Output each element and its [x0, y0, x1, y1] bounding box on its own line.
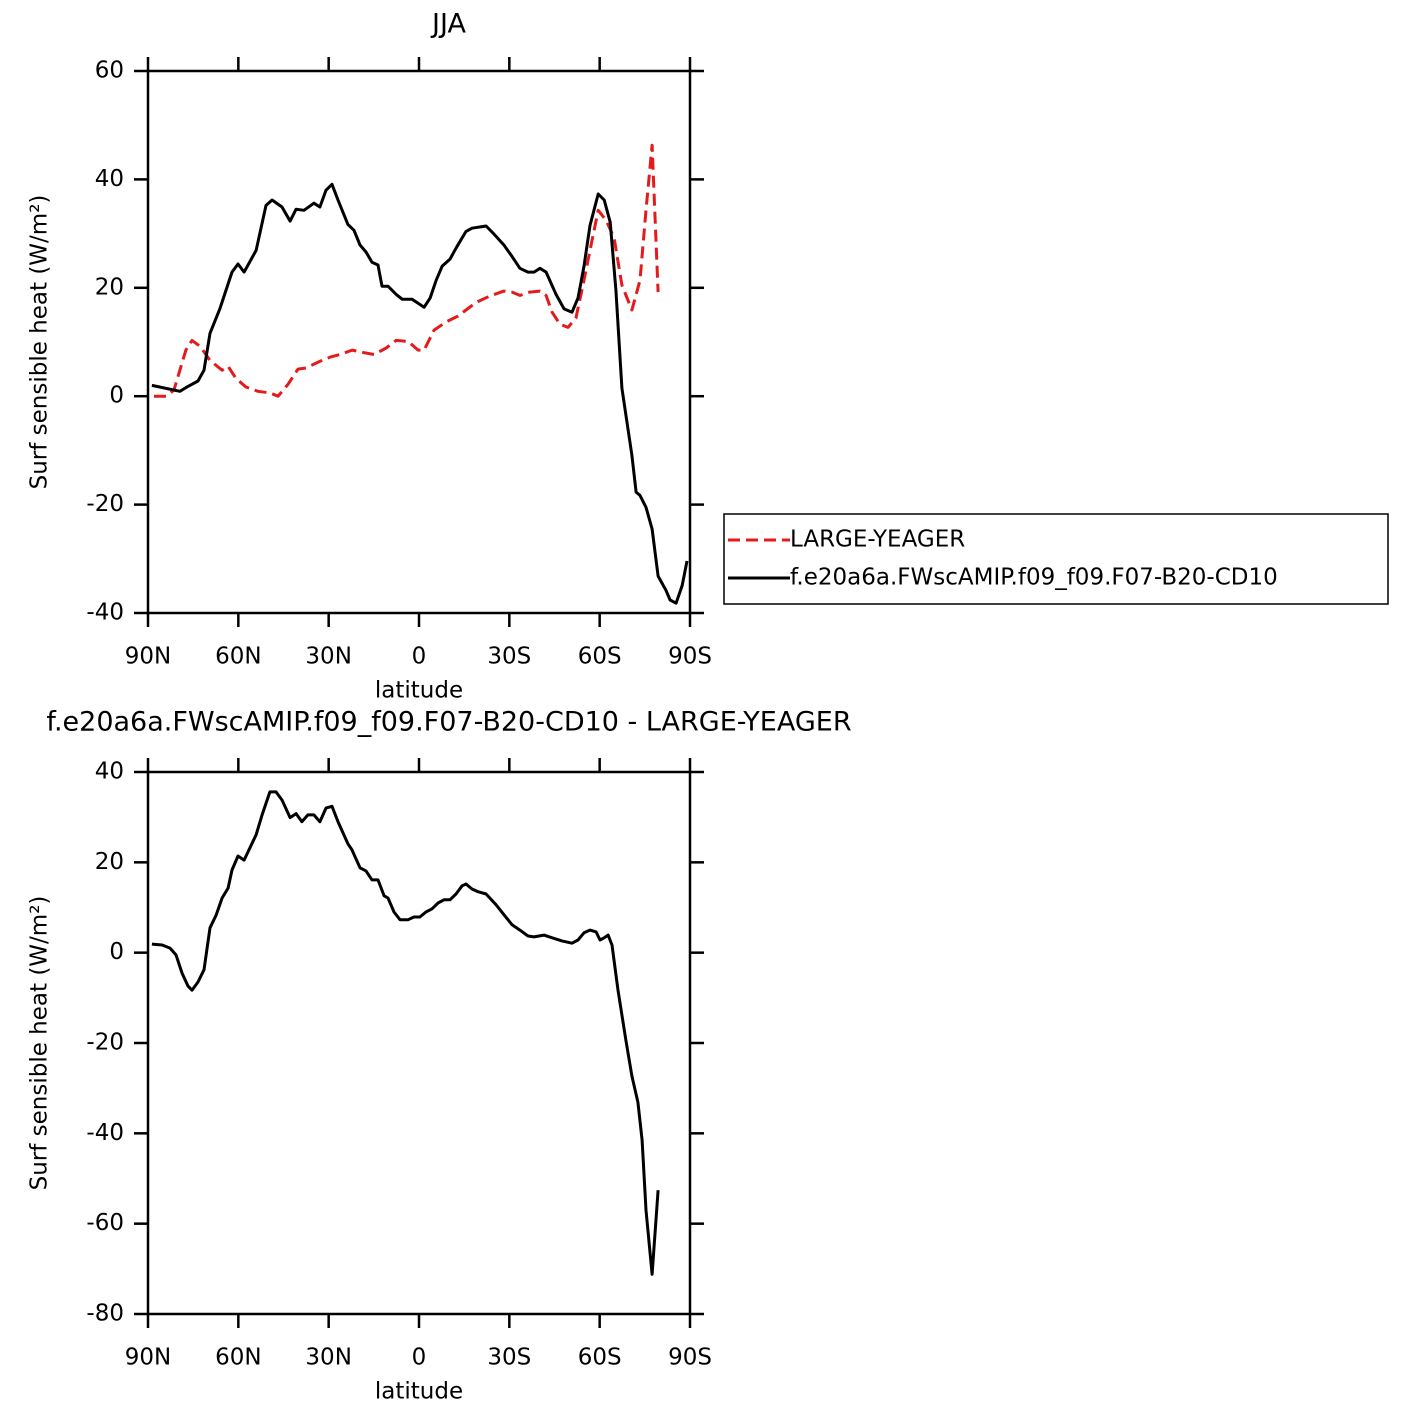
y-tick-label: -20	[86, 491, 124, 517]
x-tick-label: 60S	[578, 1345, 622, 1371]
x-tick-label: 30N	[305, 644, 351, 670]
x-axis-label: latitude	[375, 678, 463, 704]
x-tick-label: 90S	[668, 1345, 712, 1371]
x-tick-label: 60N	[215, 644, 261, 670]
data-line	[151, 790, 660, 1276]
x-tick-label: 60N	[215, 1345, 261, 1371]
plot-frame	[146, 69, 692, 615]
x-tick-label: 90N	[125, 1345, 171, 1371]
y-tick-label: 60	[95, 58, 124, 84]
x-tick-label: 90N	[125, 644, 171, 670]
y-tick-label: 40	[95, 166, 124, 192]
x-tick-label: 60S	[578, 644, 622, 670]
y-tick-label: -40	[86, 1120, 124, 1146]
x-tick-label: 0	[412, 644, 427, 670]
y-tick-label: -60	[86, 1210, 124, 1236]
chart-title: f.e20a6a.FWscAMIP.f09_f09.F07-B20-CD10 -…	[46, 707, 851, 738]
legend-label: f.e20a6a.FWscAMIP.f09_f09.F07-B20-CD10	[790, 565, 1278, 591]
y-axis-label: Surf sensible heat (W/m²)	[27, 195, 53, 490]
x-axis-label: latitude	[375, 1379, 463, 1405]
legend-label: LARGE-YEAGER	[790, 527, 965, 553]
x-tick-label: 30S	[487, 1345, 531, 1371]
y-tick-label: -20	[86, 1030, 124, 1056]
legend-box	[723, 513, 1389, 605]
x-tick-label: 0	[412, 1345, 427, 1371]
plot-frame	[146, 770, 692, 1316]
x-tick-label: 30S	[487, 644, 531, 670]
y-tick-label: 20	[95, 274, 124, 300]
y-tick-label: -40	[86, 600, 124, 626]
y-tick-label: 40	[95, 759, 124, 785]
y-tick-label: -80	[86, 1301, 124, 1327]
data-line	[154, 143, 660, 398]
y-tick-label: 0	[109, 939, 124, 965]
x-tick-label: 30N	[305, 1345, 351, 1371]
y-axis-label: Surf sensible heat (W/m²)	[27, 896, 53, 1191]
y-tick-label: 20	[95, 849, 124, 875]
chart-title: JJA	[430, 9, 466, 40]
data-line	[151, 182, 689, 605]
y-tick-label: 0	[109, 383, 124, 409]
x-tick-label: 90S	[668, 644, 712, 670]
